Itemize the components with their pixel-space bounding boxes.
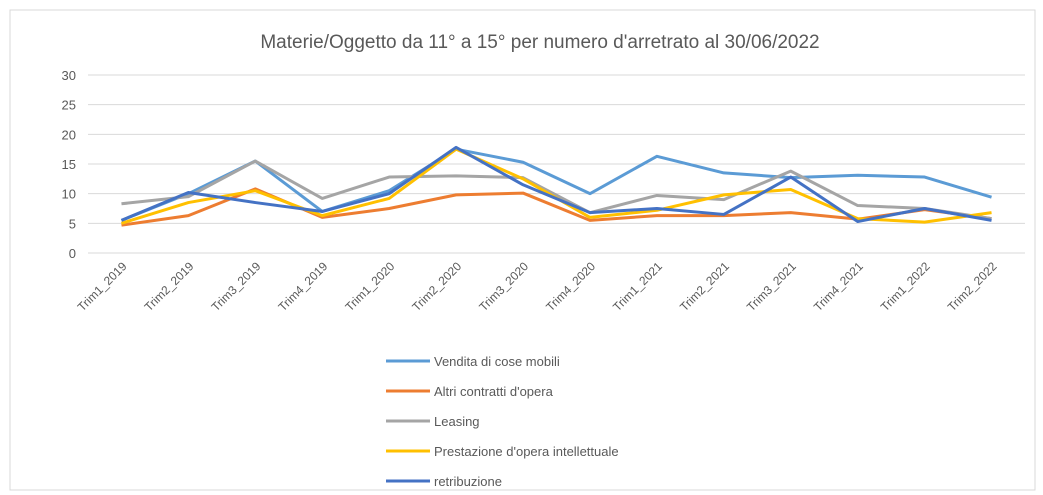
y-tick-label: 0 [69,246,76,261]
y-tick-label: 10 [62,187,76,202]
legend-label: retribuzione [434,474,502,489]
legend-label: Vendita di cose mobili [434,354,560,369]
series-line [120,147,992,222]
series-line [121,159,992,221]
y-tick-label: 20 [62,127,76,142]
legend-label: Prestazione d'opera intellettuale [434,444,619,459]
legend-label: Altri contratti d'opera [434,384,554,399]
chart-title: Materie/Oggetto da 11° a 15° per numero … [260,32,819,53]
legend-label: Leasing [434,414,480,429]
y-tick-label: 30 [62,68,76,83]
y-tick-label: 25 [62,98,76,113]
y-tick-label: 15 [62,157,76,172]
y-tick-label: 5 [69,216,76,231]
series-line [120,145,992,224]
chart-frame [9,9,1036,491]
